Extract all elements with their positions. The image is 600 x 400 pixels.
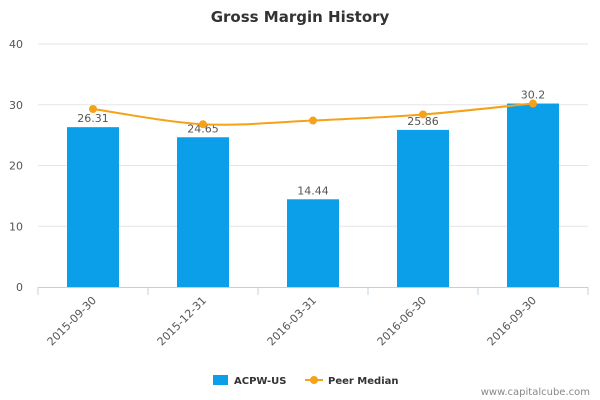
y-axis-ticks: 0 10 20 30 40 — [9, 38, 23, 294]
x-tick-label: 2016-03-31 — [265, 294, 319, 348]
peer-median-point — [309, 116, 317, 125]
x-tick-label: 2016-06-30 — [375, 294, 429, 348]
peer-median-point — [419, 110, 427, 119]
bar — [507, 103, 559, 287]
x-axis: 2015-09-30 2015-12-31 2016-03-31 2016-06-30… — [37, 287, 589, 348]
credit-text: www.capitalcube.com — [481, 387, 590, 398]
bar-value-label: 14.44 — [297, 184, 329, 197]
legend: ACPW-US Peer Median — [213, 375, 399, 387]
peer-median-point — [89, 105, 97, 114]
chart-title: Gross Margin History — [211, 8, 390, 26]
y-tick-label: 30 — [9, 99, 23, 112]
peer-median-point — [199, 120, 207, 129]
bar — [67, 127, 119, 287]
peer-median-point — [529, 99, 537, 108]
legend-label-bar: ACPW-US — [234, 376, 286, 387]
y-tick-label: 40 — [9, 38, 23, 51]
x-tick-label: 2016-09-30 — [485, 294, 539, 348]
x-tick-label: 2015-09-30 — [45, 294, 99, 348]
peer-median-series — [89, 99, 537, 129]
bar — [287, 199, 339, 287]
bar-value-label: 24.65 — [187, 122, 219, 135]
x-tick-label: 2015-12-31 — [155, 294, 209, 348]
bar — [177, 137, 229, 287]
bar-value-label: 30.2 — [521, 89, 546, 102]
grid-layer — [38, 43, 588, 227]
bar-value-label: 26.31 — [77, 112, 109, 125]
y-tick-label: 10 — [9, 220, 23, 233]
legend-label-line: Peer Median — [328, 376, 399, 387]
y-tick-label: 0 — [16, 281, 23, 294]
bar-value-label: 25.86 — [407, 115, 439, 128]
bar — [397, 129, 449, 287]
legend-swatch-bar — [213, 375, 228, 385]
y-tick-label: 20 — [9, 160, 23, 173]
data-labels: 26.31 24.65 14.44 25.86 30.2 — [77, 89, 545, 198]
bar-series — [67, 103, 559, 287]
legend-swatch-marker — [310, 376, 318, 384]
